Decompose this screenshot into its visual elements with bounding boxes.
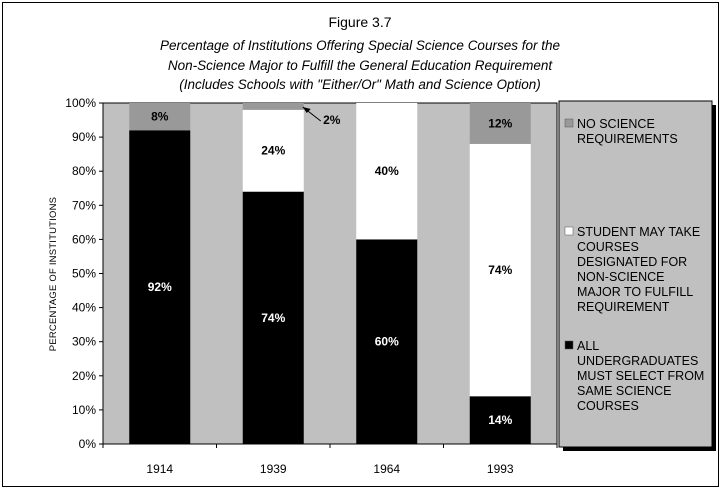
legend-label: REQUIREMENT — [577, 300, 670, 314]
legend-label: NO SCIENCE — [577, 117, 655, 131]
data-label: 14% — [488, 413, 512, 427]
data-label: 74% — [261, 311, 285, 325]
chart-subtitle-line-1: Percentage of Institutions Offering Spec… — [160, 38, 560, 53]
bar-segment — [129, 130, 191, 444]
stacked-bar-chart: Figure 3.7 Percentage of Institutions Of… — [48, 14, 716, 476]
legend-swatch — [564, 226, 574, 236]
legend-label: COURSES — [577, 240, 639, 254]
data-label: 74% — [488, 263, 512, 277]
chart-subtitle-line-2: Non-Science Major to Fulfill the General… — [168, 58, 553, 73]
legend-label: UNDERGRADUATES — [577, 354, 698, 368]
y-tick-label: 10% — [72, 403, 96, 417]
bar-segment — [356, 239, 418, 444]
data-label: 12% — [488, 116, 512, 130]
y-tick-label: 100% — [65, 96, 96, 110]
y-tick-label: 80% — [72, 164, 96, 178]
legend-label: NON-SCIENCE — [577, 270, 665, 284]
y-tick-label: 30% — [72, 335, 96, 349]
figure-title: Figure 3.7 — [328, 14, 391, 30]
x-tick-label: 1914 — [146, 462, 173, 476]
legend-label: COURSES — [577, 399, 639, 413]
y-axis-label: PERCENTAGE OF INSTITUTIONS — [48, 197, 59, 351]
bar-segment — [356, 103, 418, 240]
legend-swatch — [564, 340, 574, 350]
data-label: 92% — [148, 280, 172, 294]
plot-area: 0% 10% 20% 30% 40% 50% 60% 70% 80% 90% 100% 92% 8% 19… — [65, 96, 558, 476]
bar-segment — [469, 103, 531, 144]
legend-label: ALL — [577, 339, 599, 353]
legend-label: MAJOR TO FULFILL — [577, 285, 693, 299]
legend-swatch — [564, 118, 574, 128]
y-tick-label: 20% — [72, 369, 96, 383]
legend-label: REQUIREMENTS — [577, 132, 678, 146]
bar-segment — [242, 103, 304, 110]
legend-label: MUST SELECT FROM — [577, 369, 704, 383]
chart-subtitle-line-3: (Includes Schools with "Either/Or" Math … — [179, 77, 541, 92]
data-label: 2% — [323, 113, 341, 127]
legend-label: DESIGNATED FOR — [577, 255, 687, 269]
bar-segment — [242, 109, 304, 192]
y-tick-label: 90% — [72, 130, 96, 144]
bar-segment — [129, 103, 191, 131]
x-tick-label: 1993 — [487, 462, 514, 476]
leader-arrowhead — [302, 107, 311, 113]
bar-segment — [242, 191, 304, 444]
legend-box — [558, 100, 713, 448]
bar-segment — [469, 396, 531, 444]
x-tick-label: 1939 — [260, 462, 287, 476]
x-tick-label: 1964 — [373, 462, 400, 476]
data-label: 40% — [375, 164, 399, 178]
bar-segment — [469, 143, 531, 397]
y-tick-label: 40% — [72, 301, 96, 315]
legend-label: STUDENT MAY TAKE — [577, 225, 700, 239]
legend-label: SAME SCIENCE — [577, 384, 671, 398]
y-tick-label: 60% — [72, 232, 96, 246]
data-label: 8% — [151, 110, 169, 124]
y-tick-label: 70% — [72, 198, 96, 212]
y-tick-label: 50% — [72, 267, 96, 281]
y-tick-label: 0% — [79, 437, 97, 451]
data-label: 60% — [375, 335, 399, 349]
data-label: 24% — [261, 144, 285, 158]
